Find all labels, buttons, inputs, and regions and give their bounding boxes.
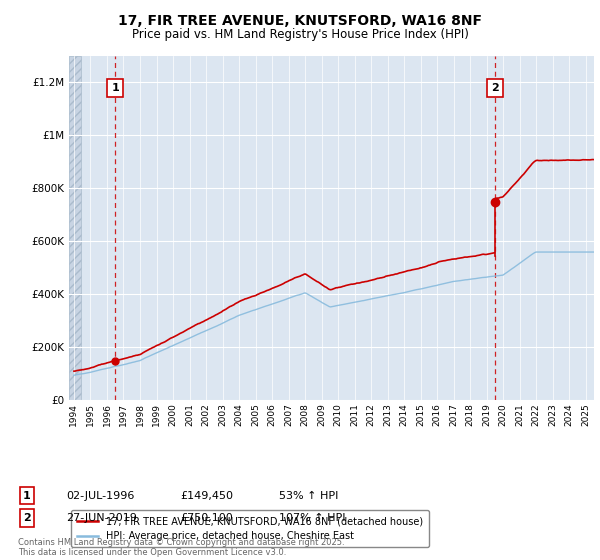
Text: 27-JUN-2019: 27-JUN-2019 xyxy=(66,513,137,523)
Text: £149,450: £149,450 xyxy=(180,491,233,501)
Text: £750,100: £750,100 xyxy=(180,513,233,523)
Text: 2: 2 xyxy=(491,83,499,93)
Text: 02-JUL-1996: 02-JUL-1996 xyxy=(66,491,134,501)
Text: Contains HM Land Registry data © Crown copyright and database right 2025.
This d: Contains HM Land Registry data © Crown c… xyxy=(18,538,344,557)
Text: 53% ↑ HPI: 53% ↑ HPI xyxy=(279,491,338,501)
Text: 17, FIR TREE AVENUE, KNUTSFORD, WA16 8NF: 17, FIR TREE AVENUE, KNUTSFORD, WA16 8NF xyxy=(118,14,482,28)
Text: 1: 1 xyxy=(23,491,31,501)
Bar xyxy=(69,56,81,400)
Text: 107% ↑ HPI: 107% ↑ HPI xyxy=(279,513,346,523)
Text: 1: 1 xyxy=(112,83,119,93)
Text: Price paid vs. HM Land Registry's House Price Index (HPI): Price paid vs. HM Land Registry's House … xyxy=(131,28,469,41)
Legend: 17, FIR TREE AVENUE, KNUTSFORD, WA16 8NF (detached house), HPI: Average price, d: 17, FIR TREE AVENUE, KNUTSFORD, WA16 8NF… xyxy=(71,510,429,547)
Text: 2: 2 xyxy=(23,513,31,523)
